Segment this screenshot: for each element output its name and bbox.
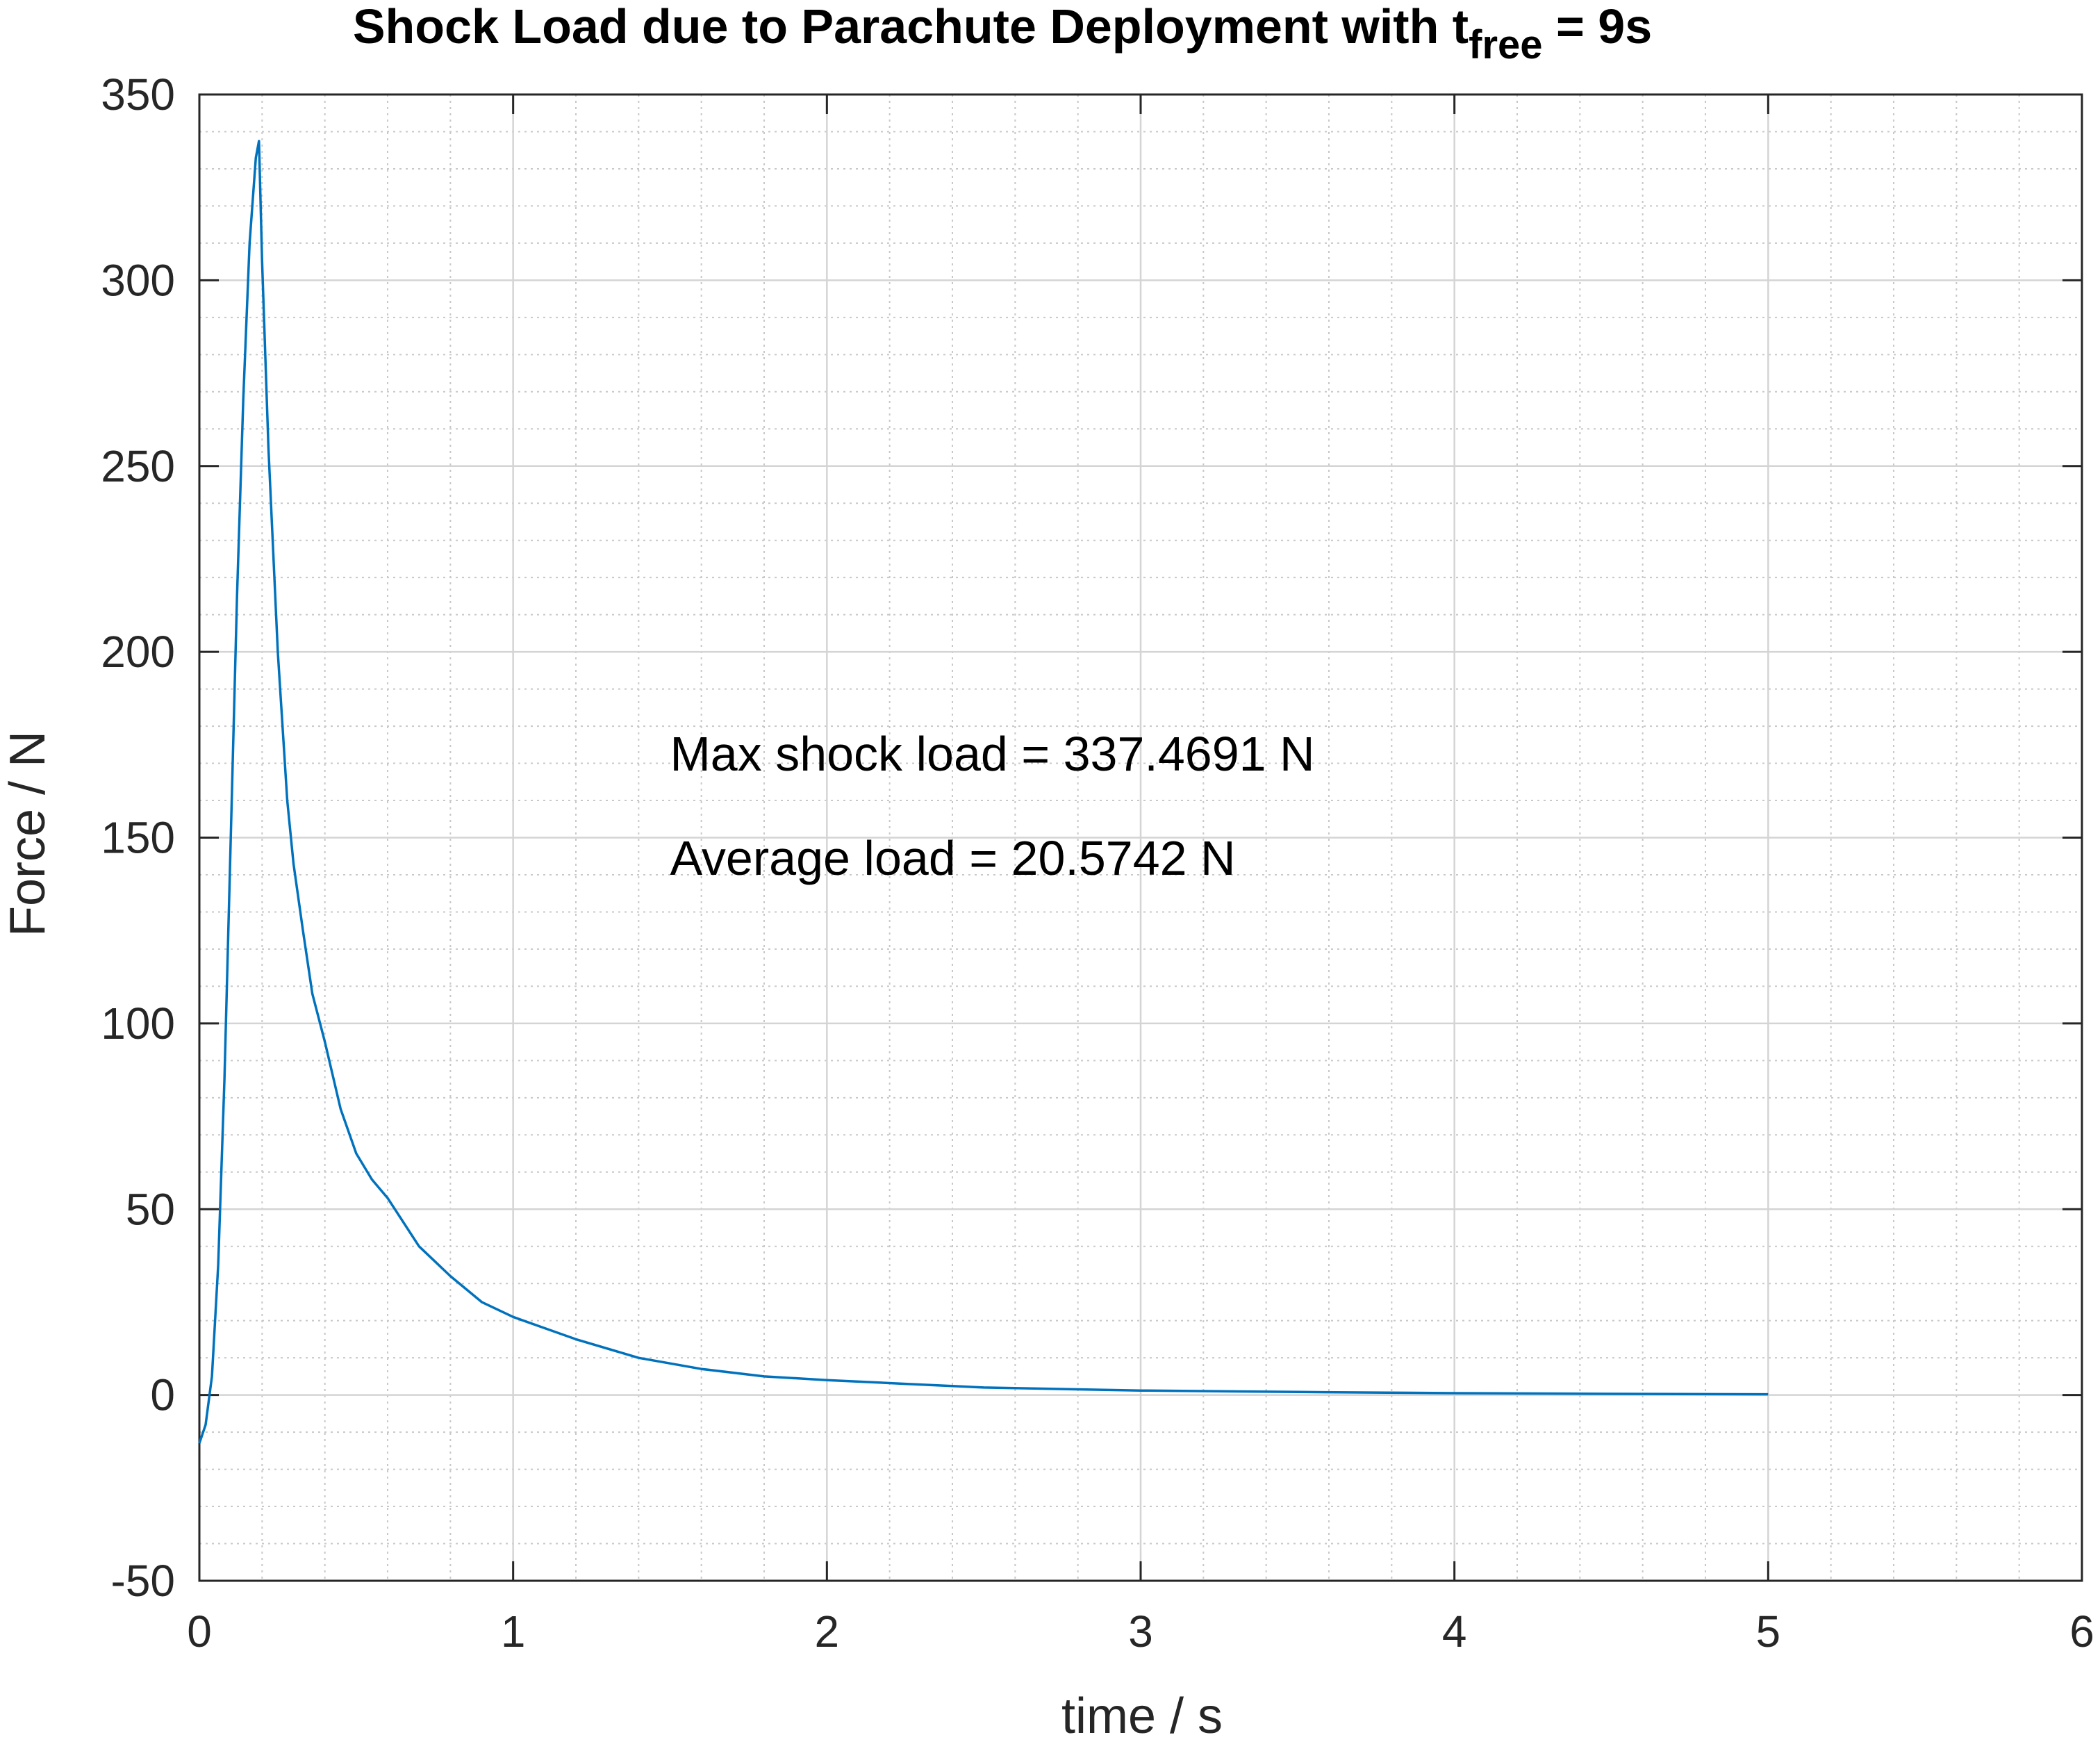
y-tick-label: 150	[101, 813, 175, 863]
chart-title-subscript: free	[1469, 22, 1542, 67]
y-tick-label: -50	[111, 1556, 176, 1606]
chart-title: Shock Load due to Parachute Deployment w…	[353, 0, 1652, 67]
y-tick-label: 300	[101, 255, 175, 305]
average-load-annotation: Average load = 20.5742 N	[670, 831, 1236, 885]
y-tick-label: 200	[101, 627, 175, 677]
chart-title-suffix: = 9s	[1543, 0, 1653, 54]
x-tick-label: 2	[815, 1606, 840, 1657]
x-axis-label: time / s	[1061, 1688, 1223, 1744]
series-line	[198, 140, 1769, 1444]
chart-title-main: Shock Load due to Parachute Deployment w…	[353, 0, 1469, 54]
y-axis-label: Force / N	[0, 731, 56, 937]
y-tick-labels: -50 0 50 100 150 200 250 300 350	[101, 69, 175, 1606]
y-tick-label: 350	[101, 69, 175, 120]
x-tick-labels: 0 1 2 3 4 5 6	[187, 1606, 2094, 1657]
y-tick-label: 50	[126, 1184, 175, 1234]
x-tick-label: 0	[187, 1606, 212, 1657]
y-tick-label: 0	[150, 1370, 175, 1420]
x-tick-label: 5	[1756, 1606, 1781, 1657]
x-tick-label: 6	[2069, 1606, 2094, 1657]
max-shock-load-annotation: Max shock load = 337.4691 N	[670, 727, 1315, 781]
y-tick-label: 250	[101, 441, 175, 491]
axis-ticks	[198, 93, 2083, 1582]
x-tick-label: 3	[1128, 1606, 1153, 1657]
x-tick-label: 4	[1442, 1606, 1467, 1657]
x-tick-label: 1	[501, 1606, 526, 1657]
y-tick-label: 100	[101, 998, 175, 1049]
